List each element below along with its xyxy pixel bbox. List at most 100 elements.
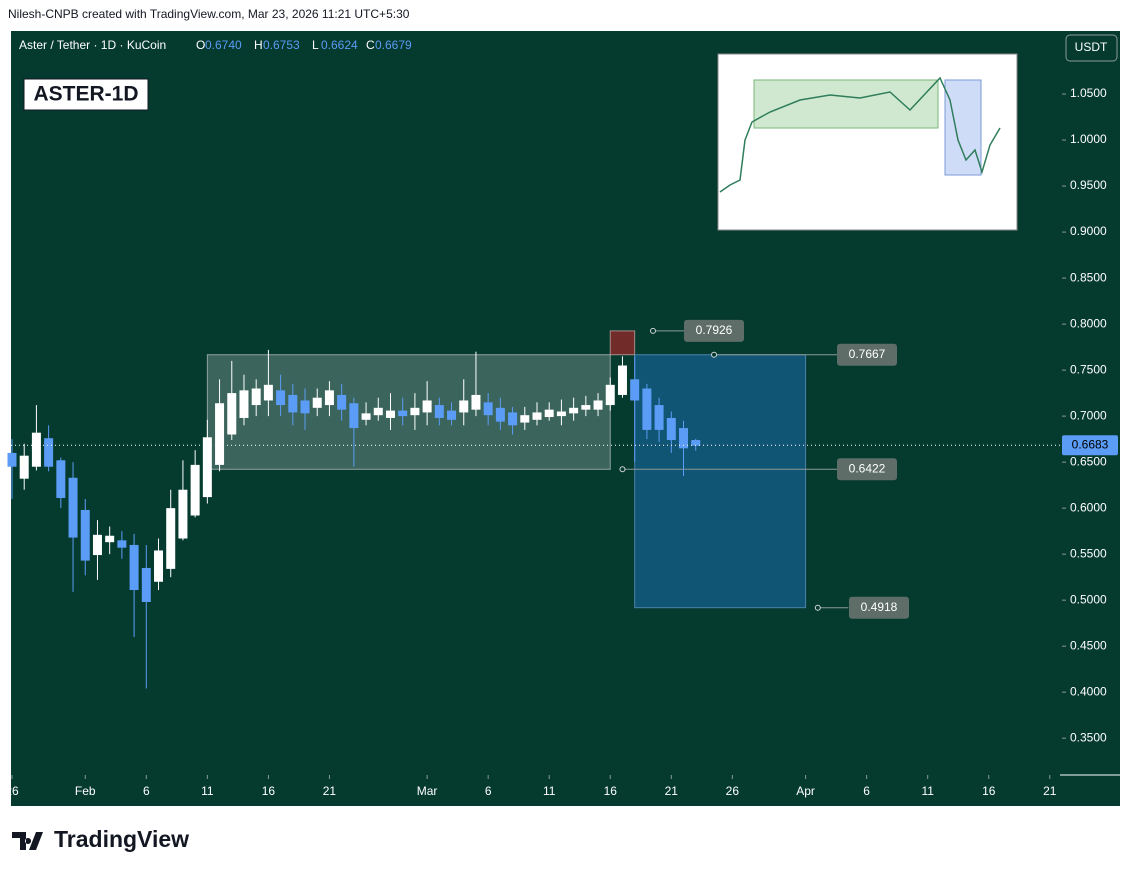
candle-body — [483, 402, 493, 416]
plot-layer: Aster / Tether · 1D · KuCoin O 0.6740 H 0.67… — [5, 38, 1120, 798]
candle-body — [337, 394, 347, 410]
y-tick-label: 1.0000 — [1070, 132, 1107, 146]
candle-body — [349, 403, 359, 429]
candle-body — [654, 405, 664, 430]
candle-body — [593, 400, 603, 410]
x-tick-label: 21 — [323, 784, 337, 798]
x-tick-label: 26 — [726, 784, 740, 798]
y-tick-label: 0.6000 — [1070, 500, 1107, 514]
x-tick-label: 6 — [485, 784, 492, 798]
candle-body — [642, 388, 652, 430]
price-box — [1062, 435, 1118, 456]
inset-target — [944, 79, 982, 176]
logo-icon — [12, 832, 43, 850]
candle-body — [178, 489, 188, 539]
candle-body — [105, 535, 115, 543]
range-zone — [206, 354, 611, 470]
level-label: 0.7926 — [696, 323, 733, 337]
candle-body — [117, 540, 127, 548]
candle-body — [422, 400, 432, 413]
candle-body — [154, 550, 164, 582]
y-tick-label: 0.8000 — [1070, 316, 1107, 330]
legend-value: 0.6679 — [375, 38, 412, 52]
candle-body — [129, 544, 139, 591]
candle-body — [361, 413, 371, 420]
candle-body — [251, 388, 261, 406]
candle-body — [508, 412, 518, 426]
candle-body — [7, 452, 17, 467]
legend-key: C — [366, 38, 375, 52]
candle-body — [276, 390, 286, 406]
x-tick-label: 21 — [665, 784, 679, 798]
candle-body — [141, 567, 151, 602]
candle-body — [544, 409, 554, 418]
candle-body — [398, 410, 408, 417]
credit: Nilesh-CNPB created with TradingView.com… — [8, 7, 410, 21]
level-dot — [619, 466, 626, 473]
y-tick-label: 0.9000 — [1070, 224, 1107, 238]
candle-body — [385, 410, 395, 418]
candle-body — [44, 438, 54, 467]
legend-key: O — [196, 38, 205, 52]
y-tick-label: 0.7000 — [1070, 408, 1107, 422]
x-tick-label: Feb — [75, 784, 96, 798]
candle-body — [459, 400, 469, 413]
x-tick-label: 6 — [863, 784, 870, 798]
candle-body — [166, 508, 176, 569]
legend-value: 0.6740 — [205, 38, 242, 52]
candle-body — [605, 384, 615, 406]
y-tick-label: 0.4000 — [1070, 684, 1107, 698]
x-tick-label: Apr — [796, 784, 815, 798]
x-tick-label: Mar — [417, 784, 438, 798]
level-label: 0.7667 — [849, 347, 886, 361]
legend-key: H — [254, 38, 263, 52]
candle-body — [227, 393, 237, 435]
candle-body — [434, 405, 444, 418]
candle-body — [312, 397, 322, 408]
currency-button[interactable] — [1065, 34, 1118, 62]
level-label: 0.6422 — [849, 461, 886, 475]
symbol: Aster / Tether · 1D · KuCoin — [19, 38, 166, 52]
level-dot — [814, 604, 821, 611]
candle-body — [556, 411, 566, 417]
x-tick-label: 26 — [5, 784, 19, 798]
candle-body — [300, 400, 310, 414]
x-tick-label: 6 — [143, 784, 150, 798]
y-tick-label: 0.9500 — [1070, 178, 1107, 192]
inset-range — [753, 79, 939, 129]
y-tick-label: 0.5500 — [1070, 546, 1107, 560]
price-label: 0.6683 — [1072, 437, 1109, 451]
legend-key: L — [312, 38, 319, 52]
candle-body — [447, 410, 457, 420]
stop-zone — [609, 330, 636, 356]
level-box — [837, 343, 897, 366]
candle-body — [288, 394, 298, 413]
brand: TradingView — [54, 826, 189, 852]
candle-body — [68, 477, 78, 538]
x-tick-label: 16 — [604, 784, 618, 798]
candle-body — [495, 407, 505, 422]
level-box — [837, 458, 897, 481]
currency[interactable]: USDT — [1075, 40, 1108, 54]
level-label: 0.4918 — [861, 600, 898, 614]
level-dot — [711, 351, 718, 358]
candle-body — [630, 379, 640, 401]
label-box — [23, 78, 149, 111]
inset-image — [717, 53, 1018, 231]
y-tick-label: 0.8500 — [1070, 270, 1107, 284]
inset-line — [719, 76, 1001, 193]
candle-body — [617, 365, 627, 395]
candle-body — [471, 394, 481, 410]
y-tick-label: 0.4500 — [1070, 638, 1107, 652]
x-tick-label: 16 — [262, 784, 276, 798]
candle-body — [679, 428, 689, 449]
x-tick-label: 21 — [1043, 784, 1057, 798]
candle-body — [190, 464, 200, 516]
candle-body — [92, 534, 102, 556]
x-tick-label: 11 — [543, 784, 556, 798]
chart-label: ASTER-1D — [33, 83, 138, 106]
x-tick-label: 11 — [201, 784, 214, 798]
candle-body — [373, 407, 383, 416]
x-tick-label: 11 — [921, 784, 934, 798]
